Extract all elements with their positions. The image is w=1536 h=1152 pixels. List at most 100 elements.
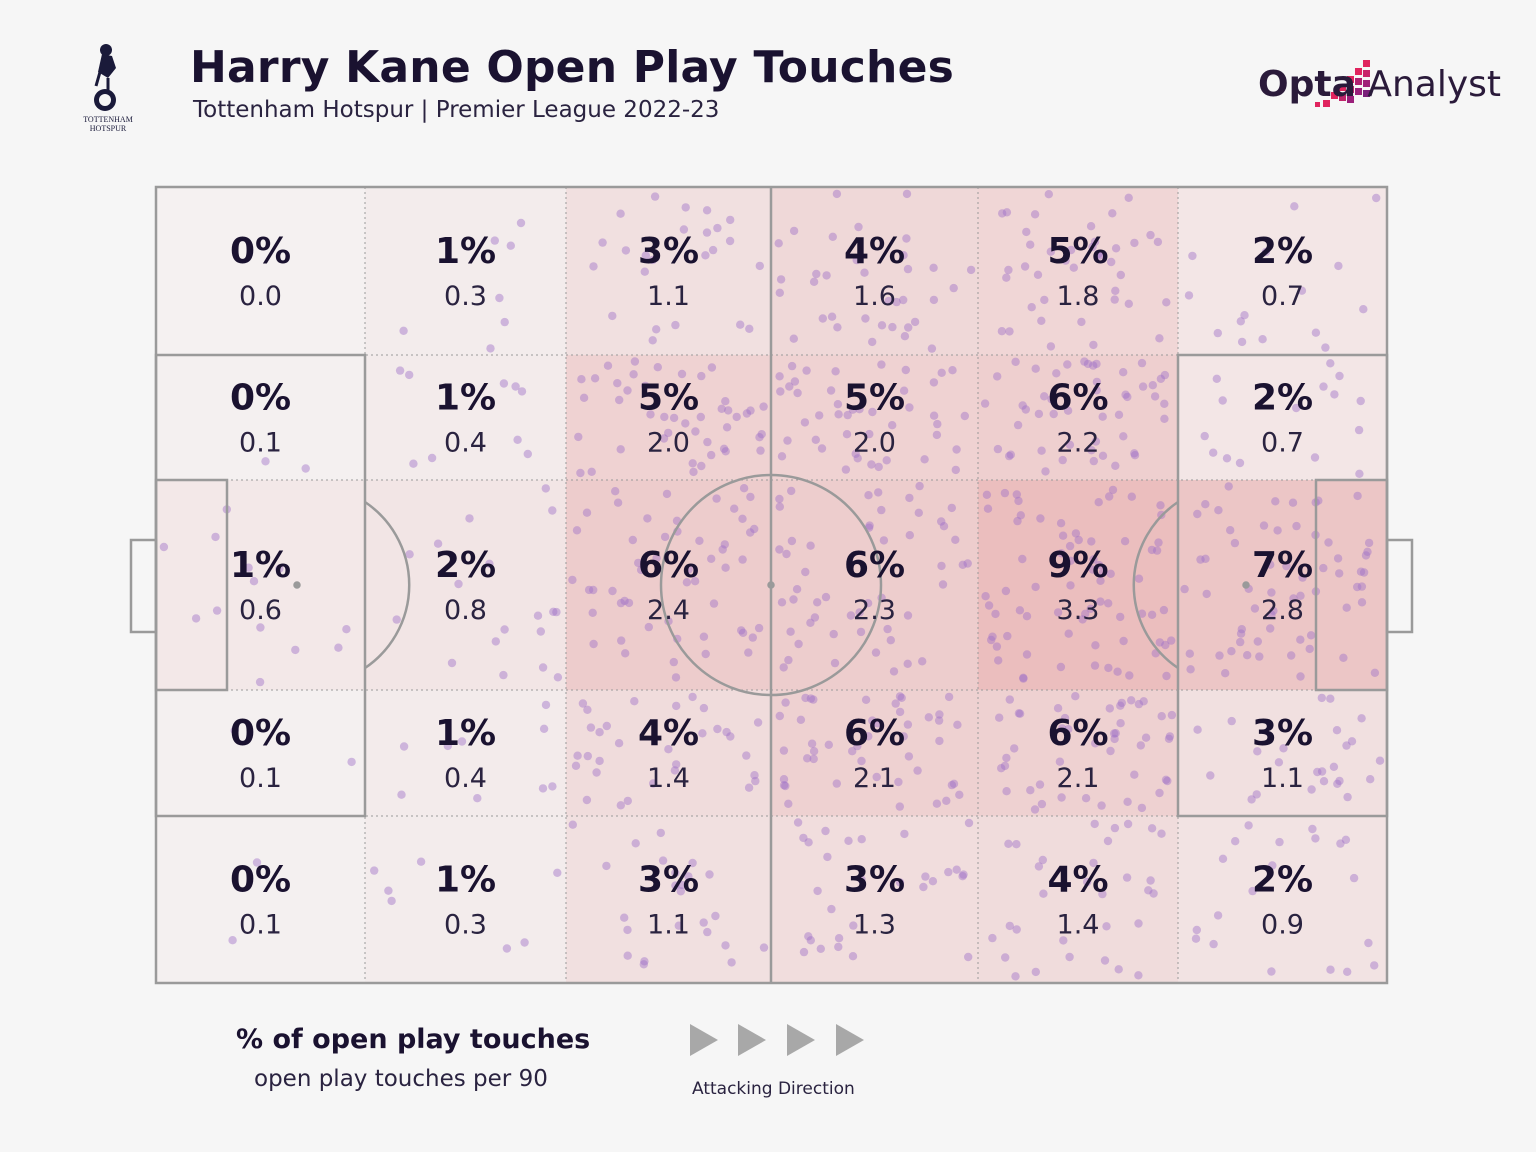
touch-dot <box>1248 886 1257 896</box>
touch-dot <box>228 936 237 945</box>
touch-dot <box>1055 757 1065 766</box>
touch-dot <box>746 492 755 502</box>
touch-dot <box>387 896 396 906</box>
touch-dot <box>539 724 549 733</box>
touch-dot <box>1357 714 1366 723</box>
touch-dot <box>1098 412 1107 421</box>
touch-dot <box>1066 245 1076 255</box>
touch-dot <box>888 322 897 332</box>
zone-pct-label: 1% <box>230 545 291 586</box>
touch-dot <box>674 921 683 930</box>
heatmap-zone <box>365 187 566 355</box>
touch-dot <box>846 611 856 620</box>
touch-dot <box>541 700 551 710</box>
touch-dot <box>1103 836 1113 846</box>
touch-dot <box>1123 819 1133 829</box>
touch-dot <box>833 323 842 332</box>
touch-dot <box>1357 598 1367 607</box>
touch-dot <box>724 406 733 415</box>
touch-dot <box>1125 671 1134 680</box>
touch-dot <box>648 336 657 345</box>
touch-dot <box>629 370 638 379</box>
touch-dot <box>1292 403 1301 413</box>
touch-dot <box>721 941 730 950</box>
touch-dot <box>781 781 790 791</box>
touch-dot <box>1324 538 1333 547</box>
touch-dot <box>882 456 891 465</box>
touch-dot <box>650 192 660 201</box>
touch-dot <box>1289 594 1298 603</box>
heatmap-zone <box>771 355 978 480</box>
touch-dot <box>1014 709 1024 718</box>
touch-dot <box>1039 889 1048 898</box>
touch-dot <box>857 875 866 884</box>
touch-dot <box>1240 311 1249 320</box>
zone-pct-label: 4% <box>638 713 699 754</box>
touch-dot <box>616 598 626 608</box>
touch-dot <box>722 423 732 432</box>
touch-dot <box>256 623 265 632</box>
touch-dot <box>671 881 680 890</box>
opta-analyst-wordmark: Opta Analyst <box>1258 64 1501 105</box>
touch-dot <box>1037 446 1046 455</box>
touch-dot <box>538 784 548 793</box>
touch-dot <box>942 796 951 805</box>
touch-dot <box>1022 612 1032 621</box>
touch-dot <box>616 209 625 218</box>
touch-dot <box>523 449 532 459</box>
touch-dot <box>1155 334 1164 343</box>
touch-dot <box>1157 829 1166 838</box>
touch-dot <box>1012 840 1021 849</box>
touch-dot <box>1282 561 1291 571</box>
touch-dot <box>443 741 452 751</box>
touch-dot <box>964 952 973 962</box>
touch-dot <box>1031 967 1041 977</box>
touch-dot <box>620 596 629 606</box>
touch-dot <box>1124 193 1133 202</box>
touch-dot <box>934 716 944 725</box>
touch-dot <box>548 782 557 791</box>
touch-dot <box>1267 610 1276 619</box>
touch-dot <box>806 936 815 945</box>
touch-dot <box>623 951 632 960</box>
touch-dot <box>1046 342 1056 351</box>
touch-dot <box>903 264 913 274</box>
touch-dot <box>981 592 990 601</box>
chart-subtitle: Tottenham Hotspur | Premier League 2022-… <box>193 97 720 123</box>
touch-dot <box>1016 511 1025 520</box>
heatmap-zone <box>365 690 566 816</box>
touch-dot <box>1013 516 1022 526</box>
touch-dot <box>789 595 798 604</box>
touch-dot <box>905 493 914 503</box>
touch-dot <box>1202 589 1211 599</box>
touch-dot <box>855 405 864 414</box>
touch-dot <box>789 334 798 343</box>
touch-dot <box>1160 370 1170 380</box>
touch-dot <box>1018 554 1027 564</box>
touch-dot <box>702 206 712 215</box>
zone-per90-label: 2.0 <box>853 428 896 459</box>
chart-title: Harry Kane Open Play Touches <box>190 42 954 93</box>
touch-dot <box>1121 390 1130 399</box>
touch-dot <box>628 535 637 545</box>
touch-dot <box>630 357 640 366</box>
touch-dot <box>827 312 837 321</box>
touch-dot <box>660 412 669 422</box>
touch-dot <box>799 947 809 957</box>
touch-dot <box>586 723 596 732</box>
touch-dot <box>1063 406 1073 415</box>
touch-dot <box>589 585 598 595</box>
touch-dot <box>1146 230 1155 240</box>
touch-dot <box>1226 526 1235 535</box>
touch-dot <box>932 430 942 440</box>
touch-dot <box>779 775 789 784</box>
touch-dot <box>1005 327 1014 336</box>
touch-dot <box>1163 776 1172 786</box>
touch-dot <box>384 886 393 895</box>
touch-dot <box>1111 286 1120 295</box>
touch-dot <box>1319 563 1328 573</box>
touch-dot <box>1308 824 1317 834</box>
touch-dot <box>813 598 822 607</box>
touch-dot <box>395 366 405 375</box>
touch-dot <box>506 241 515 250</box>
